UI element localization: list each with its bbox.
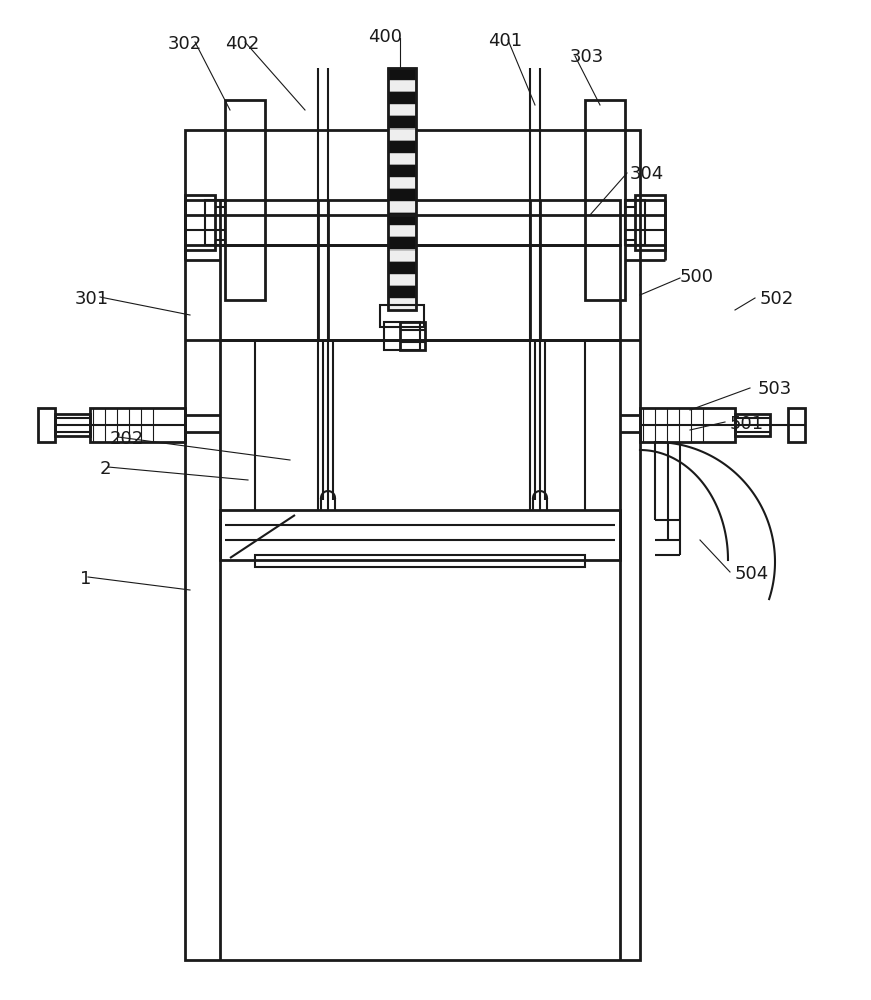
Bar bbox=[388, 153, 416, 165]
Bar bbox=[388, 189, 416, 201]
Bar bbox=[388, 68, 416, 310]
Bar bbox=[384, 322, 420, 350]
Bar bbox=[220, 200, 620, 245]
Bar bbox=[388, 262, 416, 274]
Text: 304: 304 bbox=[630, 165, 665, 183]
Bar bbox=[55, 414, 90, 436]
Bar bbox=[380, 305, 424, 327]
Text: 401: 401 bbox=[488, 32, 522, 50]
Bar bbox=[388, 128, 416, 141]
Text: 400: 400 bbox=[368, 28, 402, 46]
Bar bbox=[388, 213, 416, 225]
Bar bbox=[388, 274, 416, 286]
Bar bbox=[220, 510, 620, 560]
Bar bbox=[388, 104, 416, 116]
Bar bbox=[388, 298, 416, 310]
Bar bbox=[388, 201, 416, 213]
Bar bbox=[388, 92, 416, 104]
Bar bbox=[388, 177, 416, 189]
Bar bbox=[388, 141, 416, 153]
Bar bbox=[90, 408, 185, 442]
Text: 301: 301 bbox=[75, 290, 109, 308]
Bar bbox=[635, 195, 665, 250]
Text: 503: 503 bbox=[758, 380, 793, 398]
Bar bbox=[388, 116, 416, 128]
Bar bbox=[640, 408, 735, 442]
Bar bbox=[388, 225, 416, 237]
Bar bbox=[185, 130, 640, 960]
Bar bbox=[388, 165, 416, 177]
Text: 302: 302 bbox=[168, 35, 202, 53]
Text: 1: 1 bbox=[80, 570, 91, 588]
Bar bbox=[220, 245, 620, 340]
Bar bbox=[388, 237, 416, 249]
Bar bbox=[788, 408, 805, 442]
Bar bbox=[388, 80, 416, 92]
Bar bbox=[400, 322, 425, 350]
Bar bbox=[735, 414, 770, 436]
Bar bbox=[185, 195, 215, 250]
Text: 500: 500 bbox=[680, 268, 714, 286]
Bar bbox=[255, 555, 585, 567]
Bar bbox=[205, 200, 225, 245]
Text: 202: 202 bbox=[110, 430, 145, 448]
Bar bbox=[625, 200, 645, 245]
Text: 502: 502 bbox=[760, 290, 794, 308]
Text: 501: 501 bbox=[730, 415, 764, 433]
Bar bbox=[388, 249, 416, 262]
Text: 504: 504 bbox=[735, 565, 769, 583]
Text: 2: 2 bbox=[100, 460, 111, 478]
Bar bbox=[388, 68, 416, 80]
Bar bbox=[38, 408, 55, 442]
Text: 303: 303 bbox=[570, 48, 604, 66]
Text: 402: 402 bbox=[225, 35, 260, 53]
Bar bbox=[388, 286, 416, 298]
Bar bbox=[585, 100, 625, 300]
Bar bbox=[225, 100, 265, 300]
